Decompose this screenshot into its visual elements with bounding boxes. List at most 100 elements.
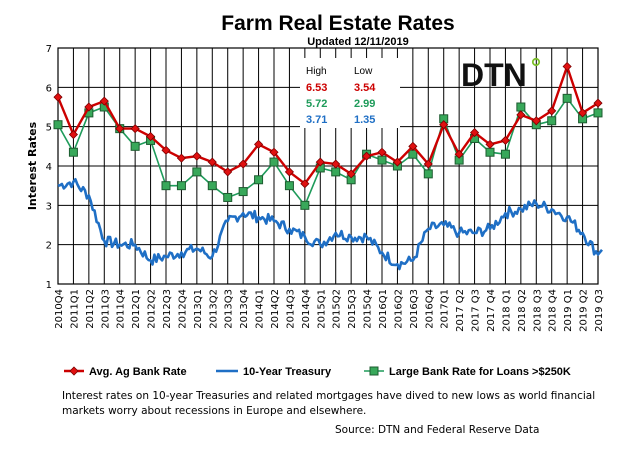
avg-ag-bank-rate-point (300, 179, 310, 189)
x-tick-label: 2019 Q3 (594, 289, 605, 332)
avg-ag-bank-rate-point (377, 147, 387, 157)
x-tick-label: 2014Q1 (255, 289, 266, 329)
x-tick-label: 2010Q4 (54, 289, 65, 329)
large-bank-rate-point (485, 147, 495, 157)
avg-ag-bank-rate-point (485, 139, 495, 149)
stats-high-header: High (306, 66, 327, 77)
x-tick-label: 2016Q1 (378, 289, 389, 329)
x-tick-label: 2017 Q2 (455, 289, 466, 332)
large-bank-rate-point (284, 181, 294, 191)
x-tick-label: 2014Q4 (301, 289, 312, 329)
large-bank-rate-point (53, 120, 63, 130)
avg-ag-bank-rate-point (593, 98, 603, 108)
x-tick-label: 2019 Q2 (579, 289, 590, 332)
avg-ag-bank-rate-point (238, 159, 248, 169)
avg-ag-bank-rate-point (53, 92, 63, 102)
y-tick-label: 7 (46, 44, 52, 55)
legend-avg-ag-marker (69, 366, 79, 376)
large-bank-rate-point (130, 141, 140, 151)
x-tick-label: 2016Q3 (409, 289, 420, 329)
large-bank-rate-point (408, 149, 418, 159)
avg-ag-bank-rate-point (331, 159, 341, 169)
large-bank-rate-point (423, 169, 433, 179)
avg-ag-bank-rate-point (439, 120, 449, 130)
avg-ag-bank-rate-point (470, 128, 480, 138)
avg-ag-bank-rate-point (207, 157, 217, 167)
large-bank-rate-point (161, 181, 171, 191)
stats-box-background (300, 58, 400, 128)
avg-ag-bank-rate-point (578, 108, 588, 118)
large-bank-rate-point (562, 93, 572, 103)
avg-ag-bank-rate-point (408, 141, 418, 151)
x-tick-label: 2017 Q3 (471, 289, 482, 332)
x-tick-label: 2015Q2 (332, 289, 343, 329)
large-bank-rate-point (331, 167, 341, 177)
large-bank-rate-point (300, 200, 310, 210)
x-tick-label: 2018 Q1 (501, 289, 512, 332)
stats-low-value: 3.54 (354, 82, 376, 94)
x-tick-label: 2011Q3 (100, 289, 111, 329)
avg-ag-bank-rate-point (192, 151, 202, 161)
y-axis-label: Interest Rates (26, 121, 39, 210)
large-bank-rate-point (269, 157, 279, 167)
x-tick-label: 2019 Q1 (563, 289, 574, 332)
x-tick-label: 2013Q3 (224, 289, 235, 329)
large-bank-rate-point (207, 181, 217, 191)
large-bank-rate-point (238, 187, 248, 197)
large-bank-rate-point (377, 155, 387, 165)
source-note: Source: DTN and Federal Reserve Data (335, 424, 540, 436)
avg-ag-bank-rate-point (547, 106, 557, 116)
x-tick-label: 2018 Q3 (532, 289, 543, 332)
plot-border (57, 47, 599, 285)
stats-high-value: 5.72 (306, 98, 327, 110)
avg-ag-bank-rate-point (269, 147, 279, 157)
large-bank-rate-point (176, 181, 186, 191)
large-bank-rate-point (68, 147, 78, 157)
y-tick-label: 4 (46, 162, 52, 173)
avg-ag-bank-rate-point (223, 167, 233, 177)
stats-box: High Low 6.53 3.54 5.72 2.99 3.71 1.35 (300, 58, 400, 128)
avg-ag-bank-rate-point (254, 139, 264, 149)
dtn-logo: DTN (461, 57, 541, 93)
y-tick-label: 2 (46, 241, 52, 252)
avg-ag-bank-rate-point (392, 157, 402, 167)
x-tick-label: 2014Q2 (270, 289, 281, 329)
x-tick-label: 2011Q1 (69, 289, 80, 329)
chart-note: Interest rates on 10-year Treasuries and… (62, 390, 596, 417)
x-tick-label: 2011Q2 (85, 289, 96, 329)
avg-ag-bank-rate-point (99, 96, 109, 106)
avg-ag-bank-rate-point (284, 167, 294, 177)
x-tick-label: 2013Q2 (208, 289, 219, 329)
y-tick-label: 3 (46, 201, 52, 212)
avg-ag-bank-rate-point (161, 145, 171, 155)
legend-treasury-label: 10-Year Treasury (243, 366, 332, 378)
y-tick-label: 6 (46, 83, 52, 94)
x-tick-label: 2015Q3 (347, 289, 358, 329)
large-bank-rate-point (254, 175, 264, 185)
stats-low-value: 2.99 (354, 98, 375, 110)
x-tick-label: 2015Q1 (316, 289, 327, 329)
x-tick-label: 2015Q4 (363, 289, 374, 329)
avg-ag-bank-rate-point (454, 149, 464, 159)
large-bank-rate-point (192, 167, 202, 177)
x-tick-label: 2018 Q4 (548, 289, 559, 332)
x-tick-label: 2013Q1 (193, 289, 204, 329)
stats-low-header: Low (354, 66, 373, 77)
avg-ag-bank-rate-point (423, 159, 433, 169)
x-tick-label: 2011Q4 (116, 289, 127, 329)
series-10-year-treasury-line (57, 178, 603, 271)
large-bank-rate-point (500, 149, 510, 159)
legend-avg-ag-label: Avg. Ag Bank Rate (89, 366, 187, 378)
x-tick-label: 2017Q1 (440, 289, 451, 329)
avg-ag-bank-rate-point (130, 124, 140, 134)
avg-ag-bank-rate-point (562, 61, 572, 72)
y-tick-label: 5 (46, 123, 52, 134)
avg-ag-bank-rate-point (362, 151, 372, 161)
x-tick-label: 2012Q4 (177, 289, 188, 329)
avg-ag-bank-rate-point (68, 129, 78, 140)
avg-ag-bank-rate-point (346, 169, 356, 179)
x-tick-label: 2014Q3 (285, 289, 296, 329)
large-bank-rate-point (593, 108, 603, 118)
x-tick-label: 2012Q1 (131, 289, 142, 329)
